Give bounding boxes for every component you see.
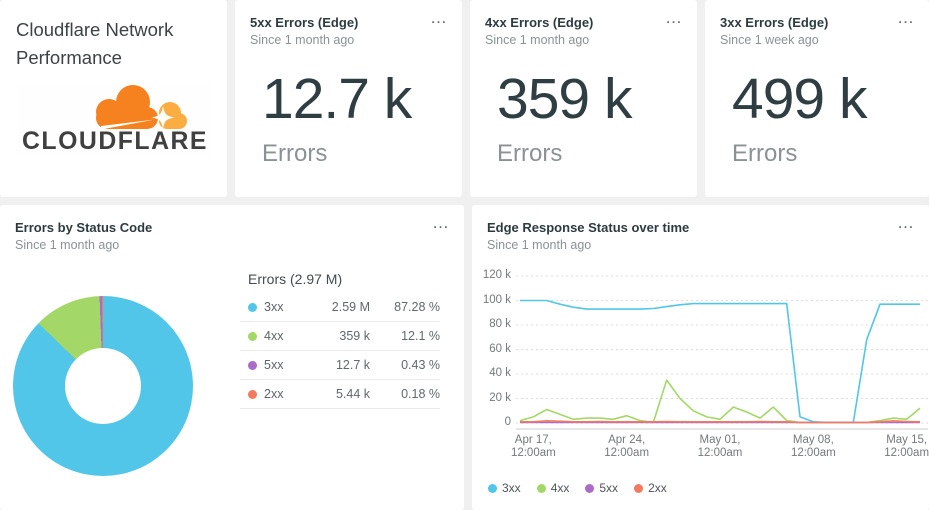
cloudflare-logo-image: CLOUDFLARE — [22, 85, 208, 155]
x-tick-label: Apr 17, 12:00am — [510, 434, 556, 459]
series-label: 4xx — [264, 329, 284, 343]
cloudflare-logo: CLOUDFLARE — [17, 83, 214, 157]
card-menu-icon[interactable]: … — [430, 8, 448, 27]
legend-chip-4xx[interactable]: 4xx — [536, 481, 570, 495]
stat-card-5xx-errors: 5xx Errors (Edge) Since 1 month ago … 12… — [235, 0, 462, 197]
series-value: 12.7 k — [335, 358, 370, 372]
series-value: 5.44 k — [335, 387, 370, 401]
pie-legend-row-5xx[interactable]: 5xx 12.7 k 0.43 % — [240, 351, 440, 380]
pie-legend-row-4xx[interactable]: 4xx 359 k 12.1 % — [240, 322, 440, 351]
legend-chip-3xx[interactable]: 3xx — [488, 481, 521, 495]
y-tick-label: 120 k — [482, 269, 511, 281]
cloudflare-cloud-icon — [96, 85, 187, 130]
card-menu-icon[interactable]: … — [432, 213, 450, 232]
series-value: 2.59 M — [331, 300, 370, 314]
line-series-3xx — [520, 299, 920, 424]
series-percent: 87.28 % — [394, 300, 440, 314]
series-percent: 12.1 % — [401, 329, 440, 343]
card-title: Edge Response Status over time — [487, 220, 690, 235]
series-color-dot-icon — [536, 483, 546, 493]
cloudflare-logo-text: CLOUDFLARE — [22, 127, 208, 155]
x-tick-label: May 08, 12:00am — [790, 434, 836, 459]
line-series-4xx — [519, 379, 921, 424]
stat-value: 359 k — [497, 67, 632, 131]
card-title: Errors by Status Code — [15, 220, 153, 235]
card-subtitle: Since 1 month ago — [15, 238, 120, 252]
edge-response-line-chart[interactable] — [516, 271, 929, 435]
card-title: 3xx Errors (Edge) — [720, 15, 829, 30]
series-color-dot-icon — [248, 360, 257, 370]
card-menu-icon[interactable]: … — [897, 213, 915, 232]
dashboard-title-card: Cloudflare Network Performance CLOUDFLAR… — [0, 0, 227, 197]
pie-legend-table: 3xx 2.59 M 87.28 % 4xx 359 k 12.1 % 5xx 12.7 k 0… — [240, 293, 440, 409]
series-label: 5xx — [264, 358, 284, 372]
line-chart-legend: 3xx 4xx 5xx 2xx — [488, 481, 683, 495]
series-label: 2xx — [264, 387, 284, 401]
page-title: Cloudflare Network Performance — [16, 19, 174, 68]
card-subtitle: Since 1 month ago — [487, 238, 592, 252]
pie-legend-row-3xx[interactable]: 3xx 2.59 M 87.28 % — [240, 293, 440, 322]
card-menu-icon[interactable]: … — [897, 8, 915, 27]
series-label: 4xx — [550, 481, 570, 495]
series-color-dot-icon — [585, 483, 595, 493]
series-value: 359 k — [339, 329, 370, 343]
card-menu-icon[interactable]: … — [665, 8, 683, 27]
y-tick-label: 100 k — [482, 293, 511, 306]
series-label: 3xx — [264, 300, 284, 314]
series-color-dot-icon — [634, 483, 644, 493]
errors-by-status-code-card: Errors by Status Code Since 1 month ago … — [0, 205, 464, 510]
stat-unit-label: Errors — [732, 140, 798, 167]
errors-donut-chart[interactable] — [13, 296, 193, 476]
stat-value: 499 k — [732, 67, 867, 131]
y-tick-label: 40 k — [489, 367, 511, 379]
series-label: 5xx — [599, 481, 619, 495]
series-color-dot-icon — [248, 389, 257, 399]
series-percent: 0.43 % — [401, 358, 440, 372]
series-color-dot-icon — [248, 302, 257, 312]
series-color-dot-icon — [488, 483, 497, 493]
pie-legend-header: Errors (2.97 M) — [248, 271, 343, 287]
card-subtitle: Since 1 month ago — [250, 33, 355, 47]
card-title: 5xx Errors (Edge) — [250, 15, 359, 30]
card-title: 4xx Errors (Edge) — [485, 15, 594, 30]
series-color-dot-icon — [248, 331, 257, 341]
donut-hole — [65, 348, 141, 424]
x-tick-label: Apr 24, 12:00am — [604, 434, 650, 459]
legend-chip-5xx[interactable]: 5xx — [585, 481, 618, 495]
x-tick-label: May 15, 12:00am — [884, 434, 929, 459]
edge-response-status-card: Edge Response Status over time Since 1 m… — [472, 205, 929, 510]
card-subtitle: Since 1 month ago — [485, 33, 590, 47]
series-label: 2xx — [648, 481, 667, 495]
stat-card-4xx-errors: 4xx Errors (Edge) Since 1 month ago … 35… — [470, 0, 697, 197]
x-tick-label: May 01, 12:00am — [697, 434, 743, 459]
stat-card-3xx-errors: 3xx Errors (Edge) Since 1 week ago … 499… — [705, 0, 929, 197]
y-tick-label: 20 k — [489, 391, 511, 404]
stat-value: 12.7 k — [262, 67, 412, 131]
series-label: 3xx — [502, 481, 521, 495]
y-tick-label: 80 k — [489, 318, 511, 330]
card-subtitle: Since 1 week ago — [720, 33, 819, 47]
line-series-2xx — [520, 420, 921, 424]
stat-unit-label: Errors — [497, 140, 563, 167]
y-tick-label: 0 — [504, 416, 511, 428]
stat-unit-label: Errors — [262, 140, 328, 167]
legend-chip-2xx[interactable]: 2xx — [634, 481, 667, 495]
pie-legend-row-2xx[interactable]: 2xx 5.44 k 0.18 % — [240, 380, 440, 409]
series-percent: 0.18 % — [401, 387, 440, 401]
y-tick-label: 60 k — [489, 342, 511, 355]
